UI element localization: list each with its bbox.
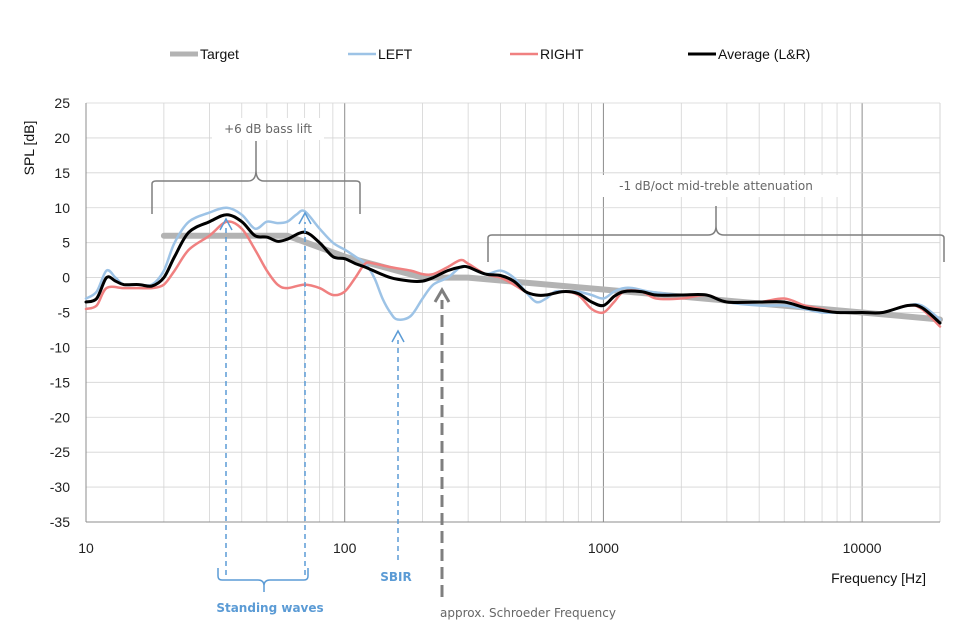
y-tick-label: -20 — [50, 409, 70, 425]
y-tick-label: -15 — [50, 374, 70, 390]
series-average-line — [84, 213, 942, 325]
legend-label-left: LEFT — [378, 46, 413, 62]
standing-wave-arrows: Standing waves — [216, 211, 324, 615]
x-tick-labels: 10 100 1000 10000 — [78, 540, 882, 556]
y-tick-label: 20 — [54, 130, 70, 146]
y-tick-label: 5 — [62, 235, 70, 251]
x-tick-label: 10 — [78, 540, 94, 556]
legend-label-right: RIGHT — [540, 46, 584, 62]
y-tick-label: -30 — [50, 479, 70, 495]
y-tick-label: 25 — [54, 95, 70, 111]
schroeder-arrow: approx. Schroeder Frequency — [433, 287, 616, 620]
grid — [85, 102, 941, 523]
y-tick-label: 0 — [62, 270, 70, 286]
sbir-label: SBIR — [380, 570, 412, 584]
legend-item-target: Target — [170, 46, 239, 62]
legend-item-average: Average (L&R) — [688, 46, 810, 62]
x-tick-label: 10000 — [843, 540, 882, 556]
y-axis-title: SPL [dB] — [21, 121, 37, 176]
y-tick-label: 10 — [54, 200, 70, 216]
schroeder-label: approx. Schroeder Frequency — [440, 606, 616, 620]
y-tick-label: -5 — [58, 305, 71, 321]
standing-waves-label: Standing waves — [216, 601, 323, 615]
attenuation-label: -1 dB/oct mid-treble attenuation — [619, 179, 813, 193]
sbir-arrow: SBIR — [380, 329, 412, 584]
bass-lift-label: +6 dB bass lift — [224, 122, 312, 136]
legend-label-target: Target — [200, 46, 239, 62]
bass-lift-bracket: +6 dB bass lift — [151, 118, 361, 214]
y-tick-label: 15 — [54, 165, 70, 181]
y-tick-label: -10 — [50, 339, 70, 355]
legend-item-right: RIGHT — [510, 46, 584, 62]
attenuation-bracket: -1 dB/oct mid-treble attenuation — [487, 175, 945, 262]
annotations: +6 dB bass lift -1 dB/oct mid-treble att… — [151, 118, 945, 620]
y-tick-label: -25 — [50, 444, 70, 460]
legend-item-left: LEFT — [348, 46, 413, 62]
y-tick-labels: 25 20 15 10 5 0 -5 -10 -15 -20 -25 -30 -35 — [50, 95, 70, 530]
x-tick-label: 100 — [333, 540, 357, 556]
legend: Target LEFT RIGHT Average (L&R) — [170, 46, 810, 62]
x-axis-title: Frequency [Hz] — [831, 570, 926, 586]
legend-label-average: Average (L&R) — [718, 46, 810, 62]
x-tick-label: 1000 — [588, 540, 619, 556]
series — [84, 206, 943, 328]
y-tick-label: -35 — [50, 514, 70, 530]
